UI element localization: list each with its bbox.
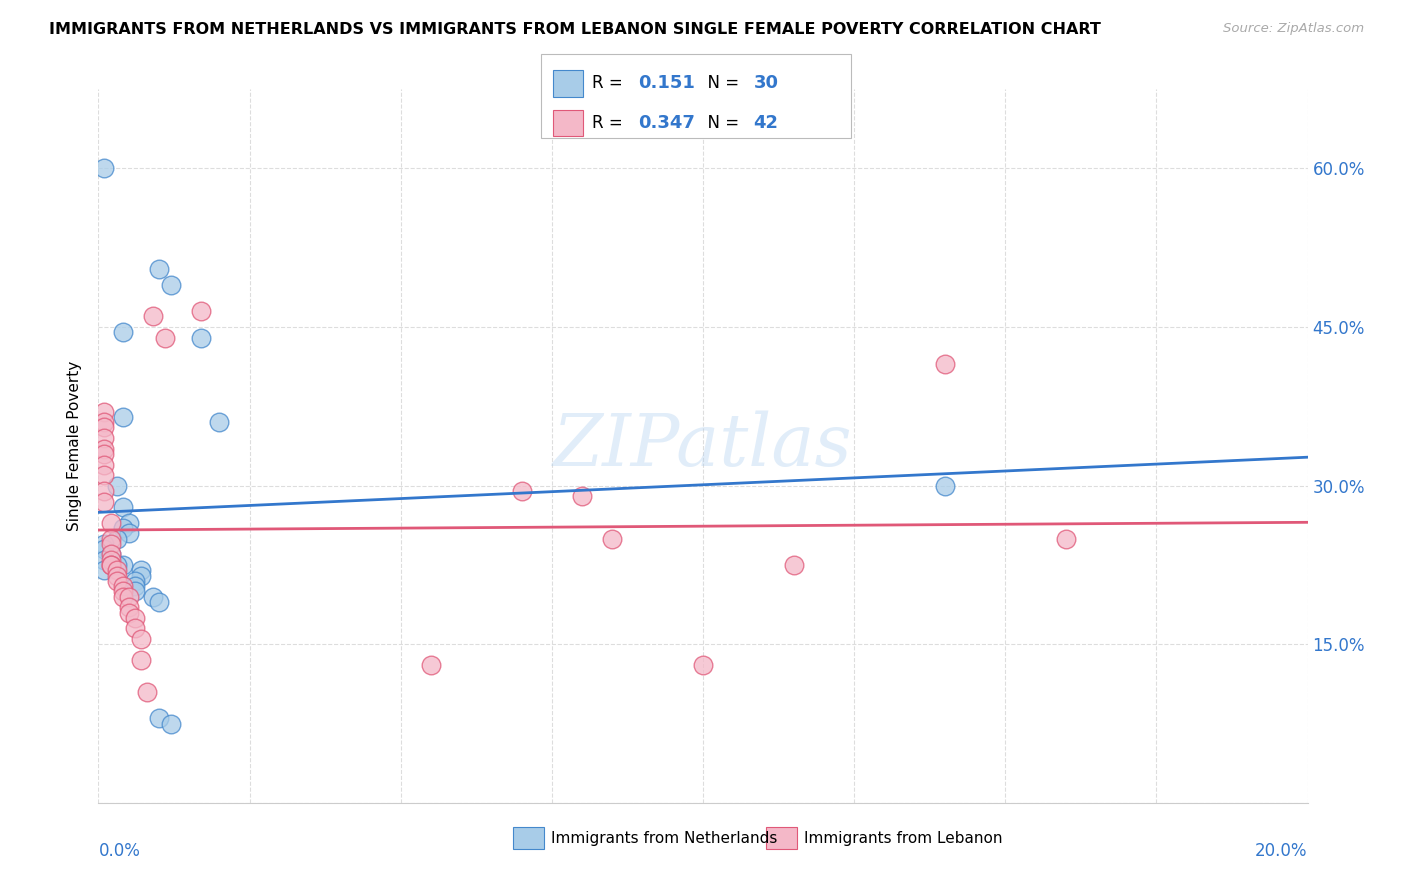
Point [93, 161, 115, 176]
Point [100, 552, 122, 566]
Point [148, 595, 170, 609]
Point [142, 310, 165, 324]
Point [105, 563, 128, 577]
Point [1054, 532, 1077, 546]
Point [100, 558, 122, 572]
Point [160, 716, 183, 731]
Point [692, 658, 714, 673]
Point [111, 584, 134, 599]
Point [93, 404, 115, 418]
Point [129, 563, 152, 577]
Point [111, 500, 134, 514]
Point [124, 621, 146, 635]
Point [124, 574, 146, 588]
Point [93, 420, 115, 434]
Point [135, 685, 157, 699]
Point [148, 711, 170, 725]
Point [93, 442, 115, 456]
Point [93, 458, 115, 472]
Point [111, 590, 134, 604]
Point [190, 331, 212, 345]
Point [93, 468, 115, 483]
Text: R =: R = [592, 114, 628, 132]
Point [160, 277, 183, 292]
Point [93, 537, 115, 551]
Point [118, 590, 141, 604]
Text: 42: 42 [754, 114, 779, 132]
Point [100, 516, 122, 530]
Point [148, 261, 170, 276]
Text: 0.347: 0.347 [638, 114, 695, 132]
Point [100, 558, 122, 572]
Point [93, 483, 115, 498]
Point [105, 532, 128, 546]
Point [111, 521, 134, 535]
Point [93, 431, 115, 445]
Text: Source: ZipAtlas.com: Source: ZipAtlas.com [1223, 22, 1364, 36]
Point [129, 568, 152, 582]
Point [118, 516, 141, 530]
Point [111, 409, 134, 424]
Point [208, 415, 231, 429]
Text: 20.0%: 20.0% [1256, 842, 1308, 860]
Point [100, 547, 122, 561]
Text: R =: R = [592, 74, 628, 92]
Point [118, 526, 141, 541]
Point [93, 563, 115, 577]
Point [118, 606, 141, 620]
Point [602, 532, 624, 546]
Y-axis label: Single Female Poverty: Single Female Poverty [67, 361, 83, 531]
Point [105, 478, 128, 492]
Point [111, 326, 134, 340]
Point [93, 494, 115, 508]
Text: 0.0%: 0.0% [98, 842, 141, 860]
Text: 30: 30 [754, 74, 779, 92]
Point [124, 579, 146, 593]
Point [100, 547, 122, 561]
Point [153, 331, 176, 345]
Point [190, 304, 212, 318]
Text: N =: N = [697, 114, 745, 132]
Point [93, 415, 115, 429]
Point [100, 537, 122, 551]
Point [105, 558, 128, 572]
Point [571, 489, 593, 503]
Point [111, 579, 134, 593]
Text: 0.151: 0.151 [638, 74, 695, 92]
Point [934, 478, 956, 492]
Text: ZIPatlas: ZIPatlas [553, 410, 853, 482]
Text: Immigrants from Lebanon: Immigrants from Lebanon [804, 831, 1002, 846]
Point [100, 532, 122, 546]
Point [111, 558, 134, 572]
Point [783, 558, 806, 572]
Text: Immigrants from Netherlands: Immigrants from Netherlands [551, 831, 778, 846]
Point [129, 653, 152, 667]
Point [105, 574, 128, 588]
Point [124, 611, 146, 625]
Point [510, 483, 533, 498]
Text: N =: N = [697, 74, 745, 92]
Text: IMMIGRANTS FROM NETHERLANDS VS IMMIGRANTS FROM LEBANON SINGLE FEMALE POVERTY COR: IMMIGRANTS FROM NETHERLANDS VS IMMIGRANT… [49, 22, 1101, 37]
Point [934, 357, 956, 371]
Point [93, 447, 115, 461]
Point [124, 584, 146, 599]
Point [93, 552, 115, 566]
Point [142, 590, 165, 604]
Point [105, 568, 128, 582]
Point [420, 658, 443, 673]
Point [129, 632, 152, 646]
Point [118, 600, 141, 615]
Point [93, 542, 115, 557]
